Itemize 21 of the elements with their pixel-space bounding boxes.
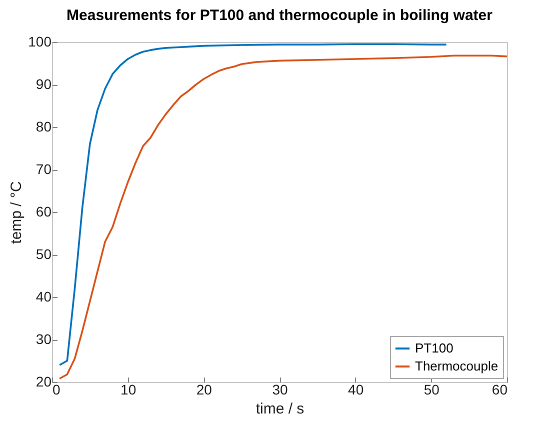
x-axis-title: time / s xyxy=(256,400,304,418)
y-tick-label: 80 xyxy=(36,118,52,134)
legend-label: Thermocouple xyxy=(415,358,498,374)
legend-label: PT100 xyxy=(415,340,454,356)
x-tick-label: 50 xyxy=(424,382,440,398)
x-tick-label: 40 xyxy=(348,382,364,398)
y-tick-label: 60 xyxy=(36,204,52,220)
y-axis-title: temp / °C xyxy=(8,180,26,244)
y-tick-label: 90 xyxy=(36,76,52,92)
y-tick-label: 70 xyxy=(36,161,52,177)
y-tick-label: 50 xyxy=(36,246,52,262)
y-tick-label: 40 xyxy=(36,288,52,304)
x-tick-label: 0 xyxy=(52,382,60,398)
x-tick-label: 10 xyxy=(120,382,136,398)
chart-title: Measurements for PT100 and thermocouple in boiling water xyxy=(66,7,493,24)
x-tick-label: 30 xyxy=(272,382,288,398)
y-tick-label: 100 xyxy=(28,34,52,50)
x-tick-label: 60 xyxy=(492,382,508,398)
x-tick-label: 20 xyxy=(196,382,212,398)
line-series xyxy=(58,54,508,380)
y-tick-label: 30 xyxy=(36,331,52,347)
